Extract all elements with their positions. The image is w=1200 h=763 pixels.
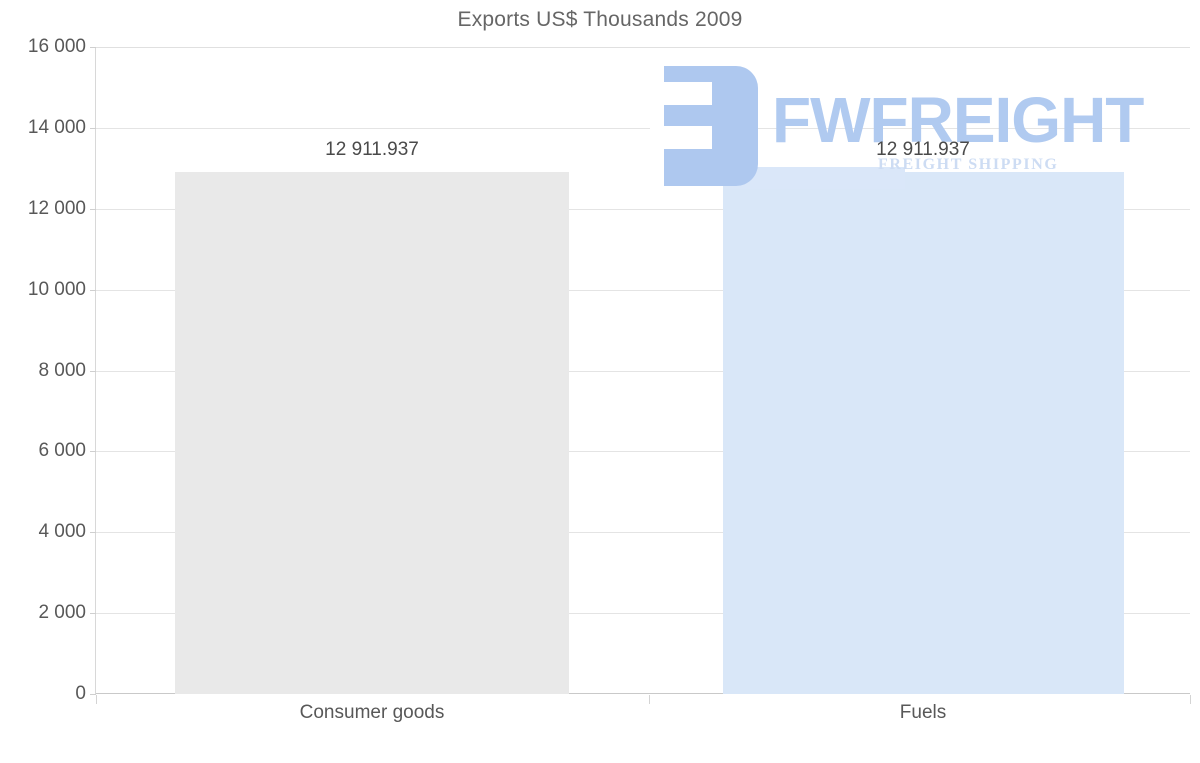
y-axis-tick-label: 8 000 xyxy=(38,359,86,381)
gridline xyxy=(96,208,1190,210)
y-axis-tick-label: 16 000 xyxy=(27,36,86,57)
bar-consumer-goods[interactable] xyxy=(175,171,569,694)
y-tick-mark xyxy=(90,532,96,534)
x-axis-baseline xyxy=(96,693,1190,694)
y-axis-tick-label: 2 000 xyxy=(38,602,86,624)
gridline xyxy=(96,532,1190,534)
gridline xyxy=(96,289,1190,291)
bar-fuels[interactable] xyxy=(723,171,1124,694)
y-tick-mark xyxy=(90,370,96,372)
x-tick-mark xyxy=(96,695,97,704)
gridline xyxy=(96,127,1190,129)
gridline xyxy=(96,47,1190,48)
y-axis-tick-label: 12 000 xyxy=(27,197,86,219)
y-axis-tick-label: 4 000 xyxy=(38,521,86,543)
gridline xyxy=(96,613,1190,615)
y-tick-mark xyxy=(90,694,96,695)
x-tick-mark xyxy=(649,695,650,704)
gridline xyxy=(96,370,1190,372)
y-tick-mark xyxy=(90,47,96,48)
y-tick-mark xyxy=(90,127,96,129)
y-axis-tick-label: 10 000 xyxy=(27,278,86,300)
bar-value-label: 12 911.937 xyxy=(325,138,419,160)
y-tick-mark xyxy=(90,208,96,210)
chart-title: Exports US$ Thousands 2009 xyxy=(457,8,743,31)
y-tick-mark xyxy=(90,613,96,615)
plot-area xyxy=(90,47,1190,695)
y-axis-tick-label: 14 000 xyxy=(27,116,86,138)
bar-value-label: 12 911.937 xyxy=(876,138,970,160)
gridline xyxy=(96,451,1190,453)
y-tick-mark xyxy=(90,289,96,291)
x-axis-tick-label: Fuels xyxy=(899,702,947,723)
x-axis-tick-label: Consumer goods xyxy=(299,702,445,723)
y-axis-tick-label: 6 000 xyxy=(38,440,86,462)
y-tick-mark xyxy=(90,451,96,453)
x-tick-mark xyxy=(1190,695,1191,704)
y-axis-tick-label: 0 xyxy=(75,683,86,704)
